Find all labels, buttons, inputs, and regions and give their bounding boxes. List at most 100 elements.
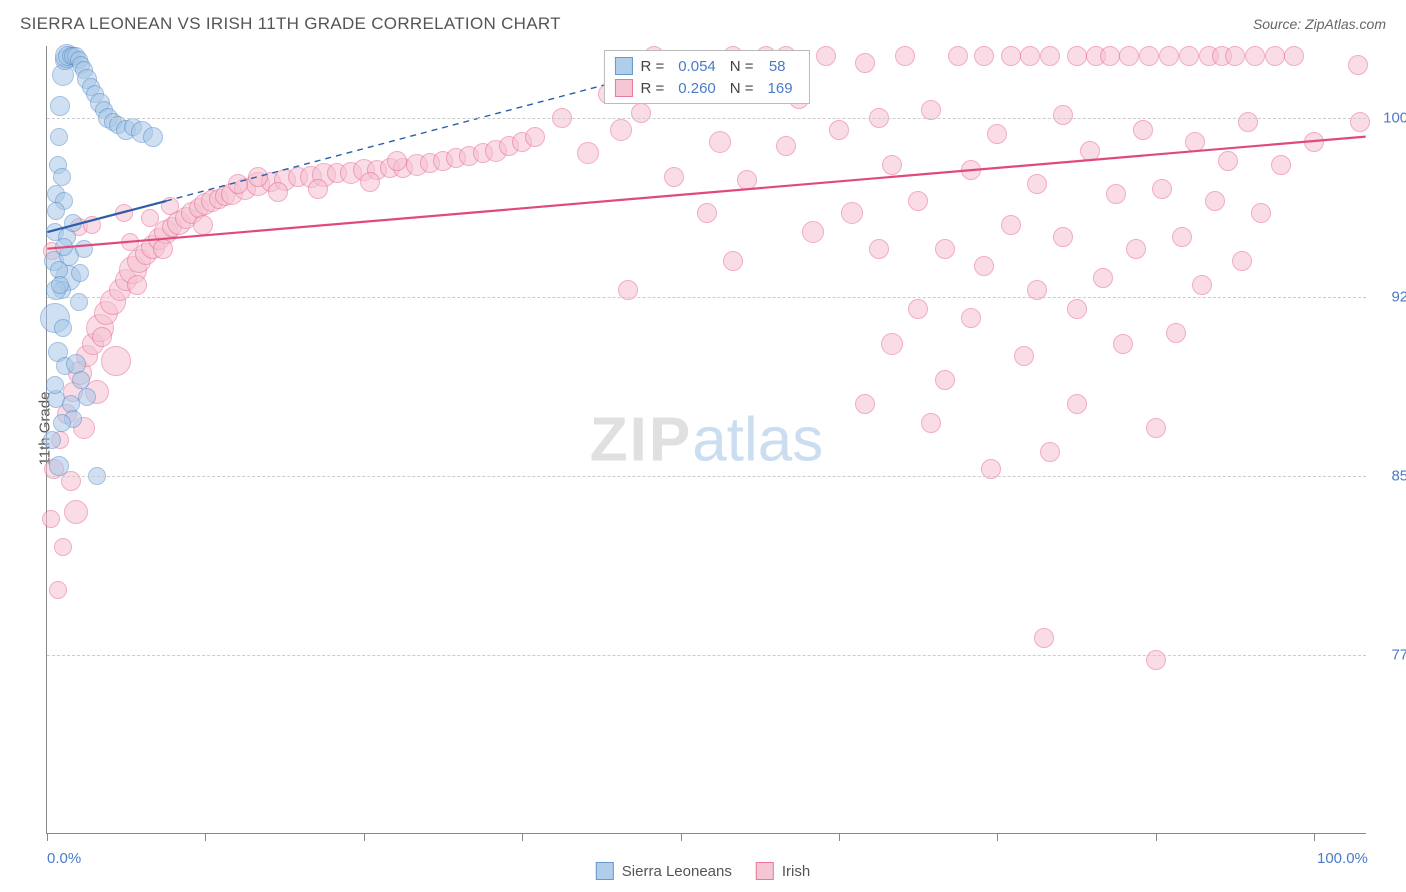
scatter-point (54, 538, 72, 556)
scatter-point (855, 394, 875, 414)
grid-line (47, 297, 1366, 298)
scatter-point (1040, 46, 1060, 66)
scatter-point (64, 500, 88, 524)
scatter-point (92, 327, 112, 347)
scatter-point (1284, 46, 1304, 66)
r-label-1: R = (640, 80, 664, 97)
scatter-point (1304, 132, 1324, 152)
scatter-point (1001, 215, 1021, 235)
scatter-point (895, 46, 915, 66)
bottom-legend: Sierra Leoneans Irish (596, 862, 810, 880)
scatter-point (525, 127, 545, 147)
x-tick-label: 100.0% (1317, 850, 1368, 867)
y-tick-label: 77.5% (1374, 646, 1406, 663)
legend-swatch-0 (614, 57, 632, 75)
scatter-point (1027, 174, 1047, 194)
scatter-point (1166, 323, 1186, 343)
bottom-legend-label-1: Irish (782, 863, 810, 880)
scatter-point (1034, 628, 1054, 648)
scatter-point (1265, 46, 1285, 66)
scatter-point (697, 203, 717, 223)
scatter-point (1040, 442, 1060, 462)
scatter-point (723, 251, 743, 271)
x-tick (997, 833, 998, 841)
scatter-point (908, 191, 928, 211)
scatter-point (161, 197, 179, 215)
x-tick (522, 833, 523, 841)
scatter-point (1271, 155, 1291, 175)
scatter-point (101, 346, 131, 376)
scatter-point (1139, 46, 1159, 66)
scatter-point (1185, 132, 1205, 152)
scatter-point (53, 168, 71, 186)
plot-area: ZIPatlas R = 0.054 N = 58 R = 0.260 N = … (46, 46, 1366, 834)
scatter-point (115, 204, 133, 222)
bottom-legend-item-1: Irish (756, 862, 810, 880)
scatter-point (387, 151, 407, 171)
scatter-point (71, 264, 89, 282)
scatter-point (664, 167, 684, 187)
scatter-point (83, 216, 101, 234)
n-label-0: N = (730, 58, 754, 75)
scatter-point (1348, 55, 1368, 75)
stats-legend: R = 0.054 N = 58 R = 0.260 N = 169 (603, 50, 809, 104)
scatter-point (987, 124, 1007, 144)
scatter-point (1053, 227, 1073, 247)
legend-swatch-1 (614, 79, 632, 97)
scatter-point (1014, 346, 1034, 366)
scatter-point (64, 214, 82, 232)
scatter-point (1205, 191, 1225, 211)
scatter-point (881, 333, 903, 355)
r-label-0: R = (640, 58, 664, 75)
scatter-point (1179, 46, 1199, 66)
scatter-point (1001, 46, 1021, 66)
scatter-point (974, 256, 994, 276)
scatter-point (935, 370, 955, 390)
scatter-point (70, 293, 88, 311)
n-value-0: 58 (762, 58, 792, 75)
x-tick (47, 833, 48, 841)
scatter-point (869, 239, 889, 259)
scatter-point (268, 182, 288, 202)
scatter-point (974, 46, 994, 66)
scatter-point (1093, 268, 1113, 288)
chart-title: SIERRA LEONEAN VS IRISH 11TH GRADE CORRE… (20, 14, 561, 34)
scatter-point (1080, 141, 1100, 161)
scatter-point (1251, 203, 1271, 223)
scatter-point (1146, 418, 1166, 438)
bottom-legend-swatch-1 (756, 862, 774, 880)
scatter-point (948, 46, 968, 66)
scatter-point (1133, 120, 1153, 140)
scatter-point (1113, 334, 1133, 354)
scatter-point (1053, 105, 1073, 125)
grid-line (47, 655, 1366, 656)
scatter-point (308, 179, 328, 199)
scatter-point (921, 413, 941, 433)
grid-line (47, 118, 1366, 119)
r-value-0: 0.054 (672, 58, 722, 75)
scatter-point (1152, 179, 1172, 199)
scatter-point (1020, 46, 1040, 66)
scatter-point (841, 202, 863, 224)
scatter-point (49, 581, 67, 599)
scatter-point (121, 233, 139, 251)
scatter-point (78, 388, 96, 406)
x-tick (364, 833, 365, 841)
x-tick (1156, 833, 1157, 841)
scatter-point (855, 53, 875, 73)
scatter-point (1192, 275, 1212, 295)
scatter-point (1225, 46, 1245, 66)
x-tick (839, 833, 840, 841)
r-value-1: 0.260 (672, 80, 722, 97)
scatter-point (42, 510, 60, 528)
scatter-point (1106, 184, 1126, 204)
scatter-point (829, 120, 849, 140)
scatter-point (737, 170, 757, 190)
y-tick-label: 92.5% (1374, 288, 1406, 305)
scatter-point (816, 46, 836, 66)
scatter-point (47, 202, 65, 220)
scatter-point (127, 275, 147, 295)
scatter-point (1232, 251, 1252, 271)
scatter-point (610, 119, 632, 141)
scatter-point (54, 319, 72, 337)
